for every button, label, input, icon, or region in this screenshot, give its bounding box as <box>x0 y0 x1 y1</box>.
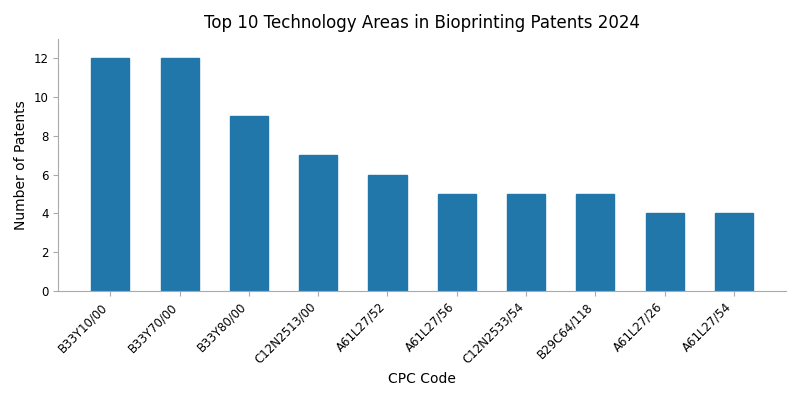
Bar <box>438 194 476 291</box>
Bar <box>230 116 268 291</box>
Y-axis label: Number of Patents: Number of Patents <box>14 100 28 230</box>
Title: Top 10 Technology Areas in Bioprinting Patents 2024: Top 10 Technology Areas in Bioprinting P… <box>204 14 640 32</box>
X-axis label: CPC Code: CPC Code <box>388 372 456 386</box>
Bar <box>299 155 338 291</box>
Bar <box>161 58 198 291</box>
Bar <box>91 58 130 291</box>
Bar <box>646 213 684 291</box>
Bar <box>576 194 614 291</box>
Bar <box>369 174 406 291</box>
Bar <box>715 213 753 291</box>
Bar <box>507 194 545 291</box>
